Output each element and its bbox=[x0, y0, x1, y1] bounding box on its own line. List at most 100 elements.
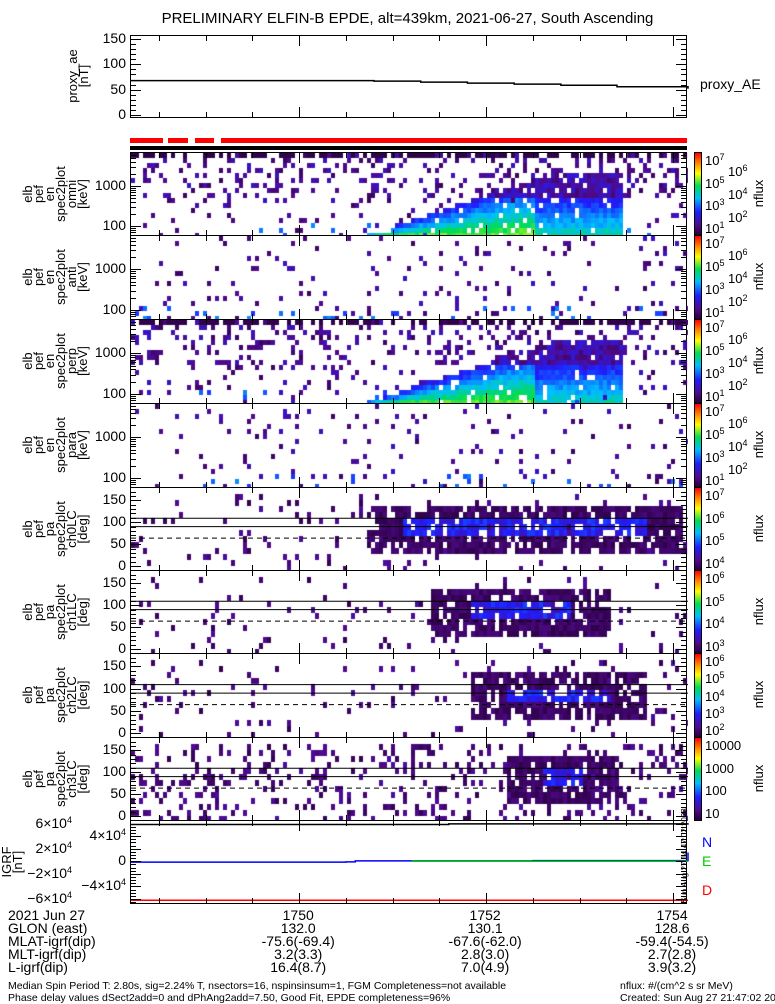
y-tick bbox=[681, 313, 686, 315]
y-tick bbox=[131, 64, 141, 66]
x-tick bbox=[159, 36, 161, 41]
y-tick bbox=[676, 269, 686, 271]
colorbar bbox=[694, 319, 702, 404]
x-tick bbox=[159, 482, 161, 487]
y-tick bbox=[131, 275, 136, 277]
x-tick bbox=[252, 112, 254, 117]
y-tick-label: 2×104 bbox=[26, 840, 72, 855]
y-tick bbox=[131, 437, 141, 439]
colorbar-exponent: 6 bbox=[742, 330, 748, 341]
y-tick bbox=[681, 100, 686, 102]
x-tick bbox=[159, 236, 161, 241]
x-tick bbox=[392, 112, 394, 117]
y-tick bbox=[131, 870, 136, 872]
x-tick bbox=[299, 893, 301, 903]
x-tick bbox=[252, 815, 254, 820]
y-tick bbox=[681, 759, 686, 761]
y-tick bbox=[681, 374, 686, 376]
colorbar-exponent: 1 bbox=[719, 304, 725, 314]
y-label-line: [keV] bbox=[75, 262, 90, 292]
y-axis-label: elb pef pa spec2plot ch1LC [deg] bbox=[20, 573, 90, 651]
y-axis-label: elb pef en spec2plot omni [keV] bbox=[20, 155, 90, 233]
x-tick bbox=[205, 398, 207, 403]
y-tick bbox=[681, 341, 686, 343]
x-tick bbox=[252, 488, 254, 493]
x-tick bbox=[626, 732, 628, 737]
y-tick bbox=[131, 854, 136, 856]
colorbar bbox=[694, 737, 702, 821]
colorbar-exponent: 2 bbox=[742, 208, 748, 219]
x-tick bbox=[205, 488, 207, 493]
y-tick bbox=[131, 365, 136, 367]
y-tick bbox=[131, 381, 136, 383]
y-tick bbox=[681, 154, 686, 156]
colorbar-label: 100 bbox=[705, 784, 727, 797]
colorbar-unit: nflux bbox=[751, 262, 767, 291]
y-tick bbox=[681, 491, 686, 493]
y-tick bbox=[131, 592, 136, 594]
y-axis-label: IGRF [nT] bbox=[0, 823, 25, 901]
y-tick bbox=[131, 839, 136, 841]
ephemeris-value: 16.4(8.7) bbox=[270, 959, 327, 975]
y-tick bbox=[676, 477, 686, 479]
x-tick bbox=[205, 565, 207, 570]
x-tick bbox=[486, 738, 488, 748]
footer-created: Created: Sun Aug 27 21:47:02 2023 bbox=[620, 992, 775, 1004]
y-tick bbox=[131, 644, 136, 646]
x-tick bbox=[579, 732, 581, 737]
y-tick bbox=[131, 662, 136, 663]
y-tick bbox=[681, 745, 686, 747]
y-tick bbox=[681, 811, 686, 813]
y-tick-label: 150 bbox=[102, 29, 126, 46]
y-tick bbox=[681, 481, 686, 483]
legend-n: N bbox=[702, 834, 713, 850]
colorbar-exponent: 6 bbox=[719, 570, 725, 580]
x-tick bbox=[345, 398, 347, 403]
y-tick bbox=[131, 250, 136, 252]
y-tick bbox=[131, 693, 136, 695]
y-tick bbox=[131, 278, 136, 280]
ephemeris-value: 128.6 bbox=[654, 920, 690, 936]
y-label-line: [keV] bbox=[75, 346, 90, 376]
line-plot-igrf bbox=[131, 823, 689, 901]
colorbar-label: 107 bbox=[705, 320, 724, 335]
y-tick bbox=[131, 807, 136, 809]
x-tick bbox=[159, 230, 161, 235]
x-tick bbox=[439, 112, 441, 117]
colorbar-label: 104 bbox=[705, 616, 724, 631]
x-tick bbox=[439, 898, 441, 903]
x-tick bbox=[205, 404, 207, 409]
colorbar-mantissa: 10 bbox=[728, 438, 743, 454]
x-tick bbox=[579, 482, 581, 487]
x-tick bbox=[673, 236, 675, 246]
y-tick bbox=[681, 829, 686, 831]
y-tick bbox=[681, 876, 686, 878]
colorbar-mantissa: 10 bbox=[705, 427, 720, 442]
y-tick bbox=[681, 807, 686, 809]
y-tick-label: 1000 bbox=[94, 176, 126, 193]
colorbar-exponent: 5 bbox=[719, 592, 725, 603]
panel-en-para bbox=[130, 403, 688, 488]
panel-proxy_ae bbox=[130, 35, 689, 118]
colorbar-mantissa: 10 bbox=[728, 209, 743, 225]
y-tick bbox=[681, 535, 686, 537]
y-tick bbox=[676, 583, 686, 585]
y-tick bbox=[681, 395, 686, 397]
panel-pa-ch0 bbox=[130, 487, 688, 572]
y-label-line: [deg] bbox=[75, 514, 90, 543]
x-tick bbox=[345, 153, 347, 158]
y-tick bbox=[131, 776, 136, 778]
y-tick bbox=[131, 876, 136, 878]
y-tick bbox=[676, 64, 686, 66]
tick-exponent: 4 bbox=[120, 877, 126, 888]
x-tick bbox=[252, 230, 254, 235]
x-tick bbox=[673, 107, 675, 117]
y-tick bbox=[681, 867, 686, 869]
y-tick bbox=[676, 688, 686, 690]
panel-en-anti bbox=[130, 235, 688, 320]
colorbar-exponent: 6 bbox=[719, 653, 725, 663]
colorbar-unit: nflux bbox=[751, 680, 767, 709]
y-tick bbox=[681, 397, 686, 399]
y-tick bbox=[681, 297, 686, 299]
y-tick bbox=[676, 816, 686, 818]
